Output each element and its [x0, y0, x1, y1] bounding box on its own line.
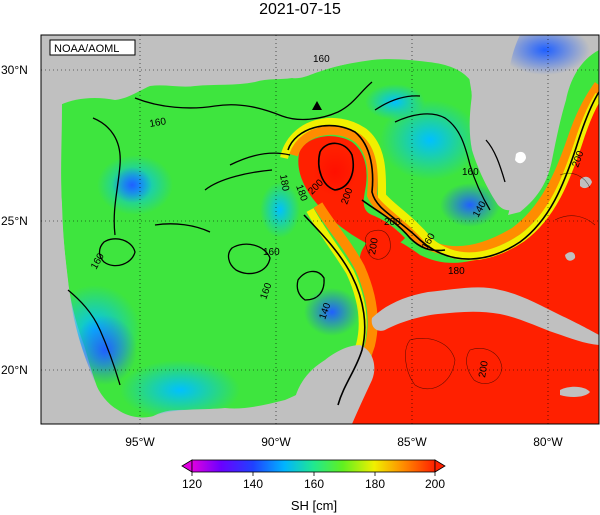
- cyan-eddy: [260, 182, 300, 238]
- graticule: [41, 35, 599, 424]
- triangle-marker: [312, 101, 322, 110]
- colorbar-ramp: [191, 459, 436, 473]
- lon-label-80w: 80°W: [533, 435, 563, 449]
- jamaica-land: [560, 386, 590, 397]
- lon-label-95w: 95°W: [125, 435, 155, 449]
- colorbar-tick-140: 140: [243, 477, 263, 491]
- contour-label: 200: [384, 217, 401, 228]
- contour-label: 180: [277, 174, 291, 193]
- map-title: 2021-07-15: [259, 1, 341, 18]
- credit-box: [49, 39, 136, 56]
- cyan-eddy: [380, 100, 480, 180]
- colorbar-tick-120: 120: [182, 477, 202, 491]
- lon-axis: 95°W 90°W 85°W 80°W: [125, 435, 563, 449]
- colorbar-tick-180: 180: [365, 477, 385, 491]
- contour-label: 180: [448, 266, 465, 277]
- bahamas-land: [565, 176, 592, 261]
- thin-contours: [364, 172, 596, 390]
- cyan-eddy: [120, 360, 240, 420]
- contour-label: 200: [477, 360, 491, 379]
- lon-label-85w: 85°W: [397, 435, 427, 449]
- credit-label: NOAA/AOML: [54, 43, 119, 55]
- contour-label: 160: [263, 247, 280, 258]
- blue-eddy: [440, 183, 500, 227]
- lat-label-20n: 20°N: [1, 363, 28, 377]
- blue-eddy: [500, 35, 590, 75]
- lake-okeechobee: [515, 151, 526, 164]
- contour-label: 160: [313, 54, 330, 65]
- contour-label: 160: [149, 116, 168, 130]
- cuba-land: [371, 287, 599, 345]
- colorbar-low-arrow: [181, 459, 193, 473]
- caribbean-red-region: [340, 90, 599, 424]
- blue-eddy: [112, 167, 152, 203]
- colorbar-tick-160: 160: [304, 477, 324, 491]
- colorbar: 120 140 160 180 200 SH [cm]: [181, 459, 446, 513]
- contour-lines: [67, 81, 506, 386]
- map-area: 160 160 160 160 160 160 180 180 200 200 …: [41, 35, 599, 424]
- contour-label: 200: [367, 237, 381, 256]
- lon-label-90w: 90°W: [261, 435, 291, 449]
- lat-label-25n: 25°N: [1, 214, 28, 228]
- colorbar-high-arrow: [434, 459, 446, 473]
- us-gulf-coast-land: [41, 35, 480, 110]
- colorbar-label: SH [cm]: [291, 498, 337, 513]
- central-america-land: [330, 390, 350, 424]
- thick-contours: [287, 91, 599, 406]
- contour-label: 160: [462, 167, 479, 178]
- blue-eddy: [304, 288, 360, 336]
- map-frame: [40, 34, 600, 425]
- lat-label-30n: 30°N: [1, 63, 28, 77]
- lat-axis: 30°N 25°N 20°N: [1, 63, 28, 377]
- colorbar-tick-200: 200: [425, 477, 445, 491]
- yucatan-land: [295, 345, 375, 424]
- cyan-eddy: [365, 84, 425, 120]
- florida-land: [468, 35, 527, 211]
